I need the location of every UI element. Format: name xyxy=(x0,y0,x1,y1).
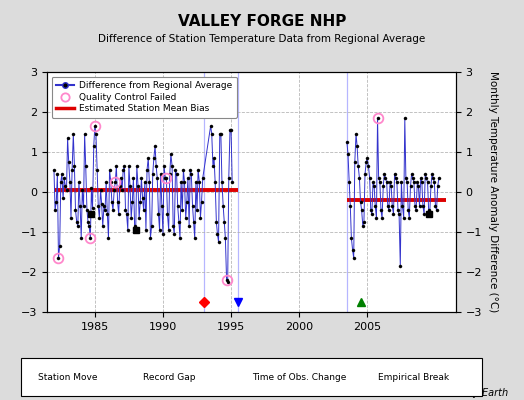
Y-axis label: Monthly Temperature Anomaly Difference (°C): Monthly Temperature Anomaly Difference (… xyxy=(488,71,498,313)
Text: Time of Obs. Change: Time of Obs. Change xyxy=(253,374,347,382)
Text: Empirical Break: Empirical Break xyxy=(378,374,450,382)
Text: Difference of Station Temperature Data from Regional Average: Difference of Station Temperature Data f… xyxy=(99,34,425,44)
Text: Berkeley Earth: Berkeley Earth xyxy=(436,388,508,398)
Text: Record Gap: Record Gap xyxy=(143,374,195,382)
Text: Station Move: Station Move xyxy=(38,374,97,382)
Legend: Difference from Regional Average, Quality Control Failed, Estimated Station Mean: Difference from Regional Average, Qualit… xyxy=(52,76,236,118)
Text: VALLEY FORGE NHP: VALLEY FORGE NHP xyxy=(178,14,346,29)
